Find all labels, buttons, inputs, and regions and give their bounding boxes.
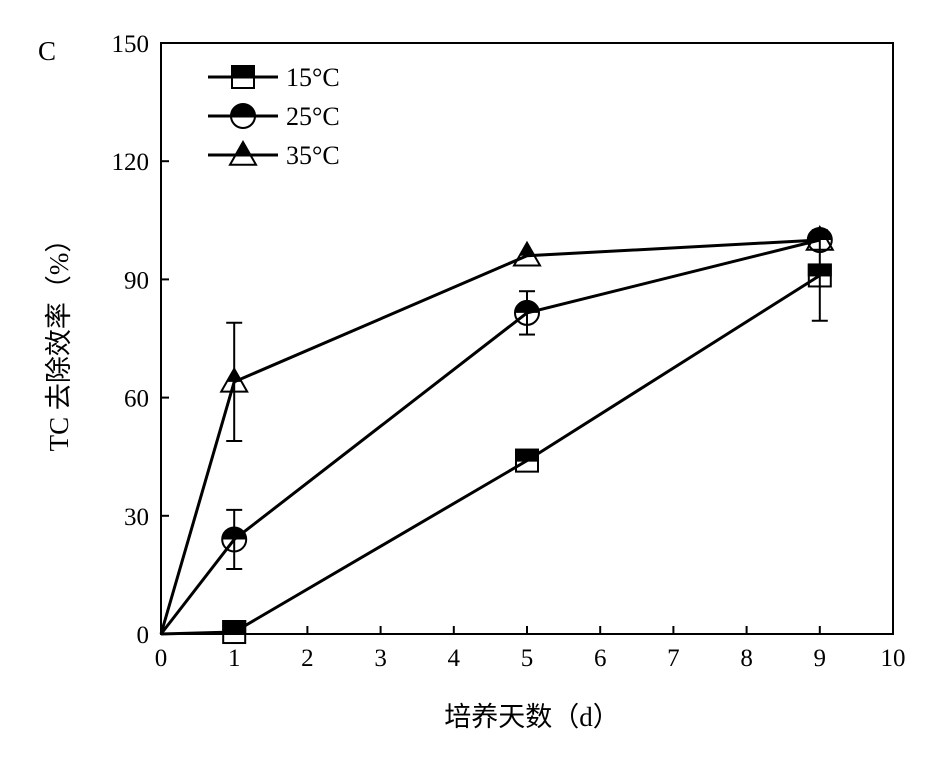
- x-tick-label: 8: [740, 645, 753, 672]
- legend-label-1: 25°C: [286, 102, 340, 131]
- series-line-1: [161, 240, 820, 634]
- y-tick-label: 30: [124, 504, 149, 531]
- x-tick-label: 10: [881, 645, 906, 672]
- legend-marker-1-top: [231, 104, 255, 116]
- legend-label-0: 15°C: [286, 63, 340, 92]
- series-line-2: [161, 240, 820, 634]
- series-line-0: [161, 275, 820, 634]
- data-point-1-top: [515, 301, 539, 313]
- y-tick-label: 120: [112, 149, 150, 176]
- data-point-0-top: [223, 621, 245, 632]
- legend-marker-0-top: [232, 66, 254, 77]
- y-tick-label: 150: [112, 31, 150, 58]
- x-tick-label: 2: [301, 645, 314, 672]
- panel-label: C: [38, 36, 56, 66]
- x-tick-label: 6: [594, 645, 607, 672]
- x-tick-label: 3: [374, 645, 387, 672]
- data-point-0-top: [516, 450, 538, 461]
- y-tick-label: 60: [124, 386, 149, 413]
- data-point-0-top: [809, 264, 831, 275]
- plot-frame: [161, 43, 893, 634]
- x-tick-label: 4: [448, 645, 461, 672]
- x-tick-label: 7: [667, 645, 680, 672]
- x-axis-title: 培养天数（d）: [444, 702, 620, 732]
- x-tick-label: 5: [521, 645, 534, 672]
- x-tick-label: 0: [155, 645, 168, 672]
- y-axis-title: TC 去除效率（%）: [44, 226, 74, 452]
- x-tick-label: 9: [814, 645, 827, 672]
- x-tick-label: 1: [228, 645, 241, 672]
- y-tick-label: 90: [124, 267, 149, 294]
- y-tick-label: 0: [137, 622, 150, 649]
- legend-label-2: 35°C: [286, 141, 340, 170]
- data-point-1-top: [222, 527, 246, 539]
